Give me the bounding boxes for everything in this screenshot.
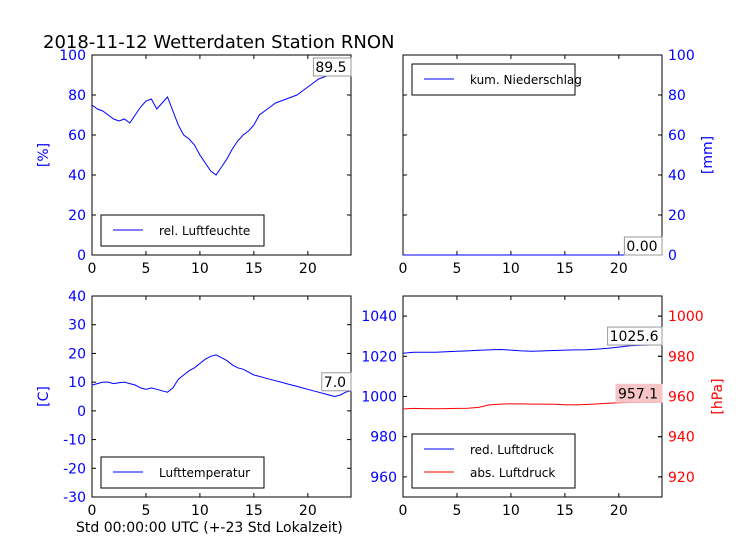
footer-x-axis-label: Std 00:00:00 UTC (+-23 Std Lokalzeit) [76,520,343,536]
last-value-box [615,383,663,403]
x-tick-label: 5 [141,261,150,277]
series-line [402,401,662,410]
y-tick-label: 40 [68,289,86,305]
panel-top-left: 0 5 10 15 20 0 20 40 60 80 100 [%] 89.5 rel. Luftfeuc… [36,48,352,277]
legend-label: Lufttemperatur [159,466,250,480]
x-tick-label: 0 [399,503,408,519]
x-tick-label: 10 [191,503,209,519]
x-tick-label: 10 [502,261,520,277]
figure-title: 2018-11-12 Wetterdaten Station RNON [43,32,394,53]
series-line [91,354,352,398]
last-value-box [607,326,663,346]
axes-frame [91,54,352,256]
y-tick-label: 100 [59,48,86,64]
last-value-box [312,57,352,77]
x-tick-label: 20 [610,503,628,519]
x-tick-label: 15 [245,261,263,277]
y2-axis-label: [hPa] [710,378,726,414]
legend-box [411,433,576,489]
last-value-label: 7.0 [324,375,346,391]
x-tick-label: 5 [452,503,461,519]
panel-bottom-left: 0 5 10 15 20 -30 -20 -10 0 10 20 30 40 [C] 7.0 Lufttemp… [36,289,352,519]
y-tick-label: 20 [668,208,686,224]
axes-frame [91,295,352,498]
x-tick-label: 0 [88,503,97,519]
y-axis-label: [%] [36,143,52,167]
y-tick-label: -10 [63,433,86,449]
y-axis-label: [mm] [700,136,716,174]
last-value-label: 0.00 [626,239,657,255]
y-tick-label: 30 [68,318,86,334]
series-line [91,72,352,176]
y-tick-label: 40 [668,168,686,184]
y-tick-label: 0 [77,248,86,264]
x-tick-label: 20 [610,261,628,277]
panel-bottom-right: 0 5 10 15 20 960 980 1000 1020 1040 920 940 960 980 10… [361,295,726,519]
y-tick-label: 80 [68,88,86,104]
legend-label: rel. Luftfeuchte [159,224,250,238]
y-tick-label: 10 [68,375,86,391]
x-tick-label: 10 [502,503,520,519]
x-tick-label: 20 [299,261,317,277]
y-tick-label: 1000 [361,390,397,406]
y2-tick-label: 960 [668,390,695,406]
y-tick-label: 60 [68,128,86,144]
y-tick-label: 100 [668,48,695,64]
x-tick-label: 5 [141,503,150,519]
x-tick-label: 0 [88,261,97,277]
legend-label: abs. Luftdruck [470,466,555,480]
y-axis-label: [C] [36,386,52,407]
y-tick-label: 980 [370,430,397,446]
last-value-box [623,236,663,256]
y-tick-label: 960 [370,470,397,486]
last-value-label: 1025.6 [610,329,659,345]
x-tick-label: 5 [452,261,461,277]
y-tick-label: 1020 [361,349,397,365]
last-value-box [321,372,352,392]
x-tick-label: 20 [299,503,317,519]
y2-tick-label: 1000 [668,309,704,325]
y-tick-label: 40 [68,168,86,184]
legend-label: kum. Niederschlag [470,73,582,87]
x-tick-label: 10 [191,261,209,277]
y-tick-label: -30 [63,490,86,506]
y-tick-label: 1040 [361,309,397,325]
y2-tick-label: 980 [668,349,695,365]
panel-top-right: 0 5 10 15 20 0 20 40 60 80 100 [mm] 0.00 kum. Nieders… [399,48,716,277]
y-tick-label: 80 [668,88,686,104]
x-tick-label: 15 [245,503,263,519]
y-tick-label: 20 [68,346,86,362]
y-tick-label: 60 [668,128,686,144]
y-tick-label: 0 [77,404,86,420]
y2-tick-label: 940 [668,430,695,446]
x-tick-label: 0 [399,261,408,277]
last-value-label: 89.5 [315,60,346,76]
y2-tick-label: 920 [668,470,695,486]
y-tick-label: -20 [63,461,86,477]
x-tick-label: 15 [556,503,574,519]
y-tick-label: 20 [68,208,86,224]
legend-label: red. Luftdruck [470,443,554,457]
last-value-label: 957.1 [618,386,658,402]
series-line [402,344,662,354]
x-tick-label: 15 [556,261,574,277]
y-tick-label: 0 [668,248,677,264]
